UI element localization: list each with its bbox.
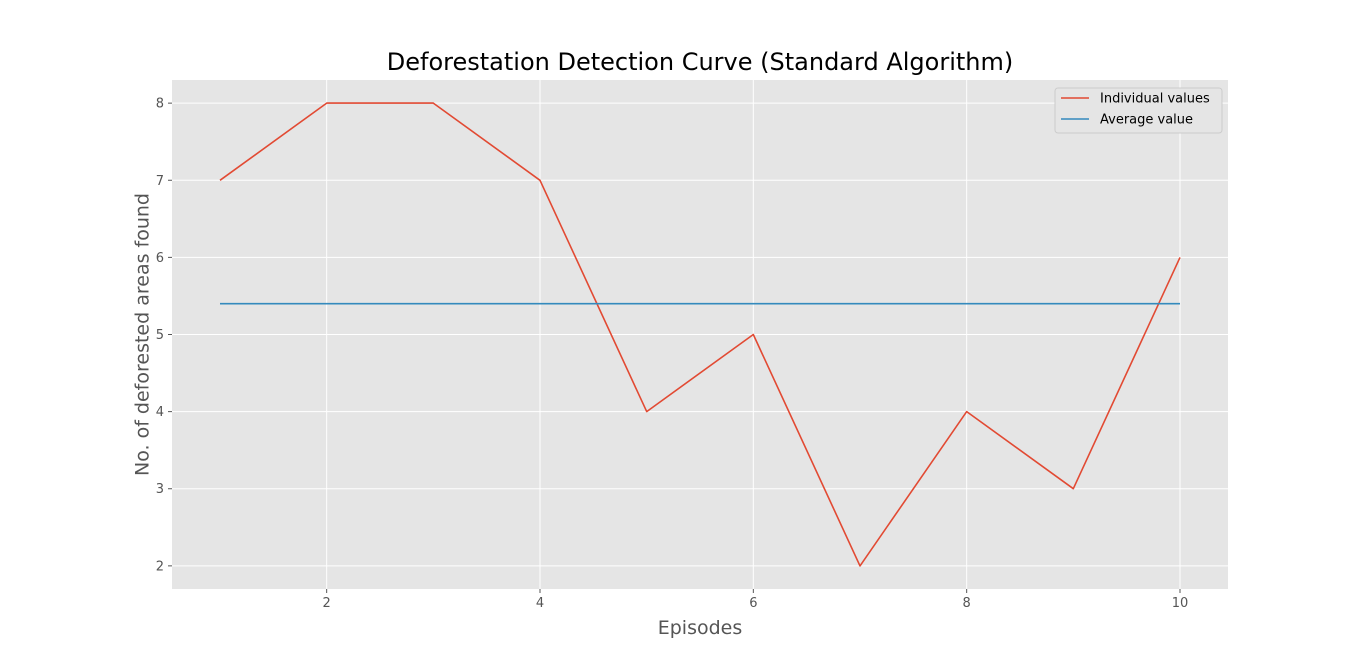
y-axis-label: No. of deforested areas found: [132, 193, 154, 476]
y-tick-label: 7: [156, 174, 164, 189]
y-tick-label: 3: [156, 482, 164, 497]
x-tick-label: 10: [1172, 596, 1189, 611]
x-axis-ticks: 2 4 6 8 10: [323, 589, 1189, 611]
x-axis-label: Episodes: [658, 617, 743, 639]
x-tick-label: 4: [536, 596, 544, 611]
y-tick-label: 5: [156, 328, 164, 343]
x-tick-label: 6: [749, 596, 757, 611]
chart-title: Deforestation Detection Curve (Standard …: [387, 48, 1013, 76]
y-tick-label: 6: [156, 251, 164, 266]
legend: Individual values Average value: [1054, 87, 1223, 134]
x-tick-label: 8: [963, 596, 971, 611]
y-tick-label: 2: [156, 559, 164, 574]
y-tick-label: 4: [156, 405, 164, 420]
y-tick-label: 8: [156, 97, 164, 112]
legend-frame: [1054, 87, 1223, 134]
legend-label: Average value: [1100, 113, 1193, 128]
legend-label: Individual values: [1100, 92, 1210, 107]
x-tick-label: 2: [323, 596, 331, 611]
series-line-individual-values: [219, 102, 1181, 567]
series-lines: [219, 102, 1181, 567]
y-axis-ticks: 2 3 4 5 6 7 8: [156, 97, 172, 574]
